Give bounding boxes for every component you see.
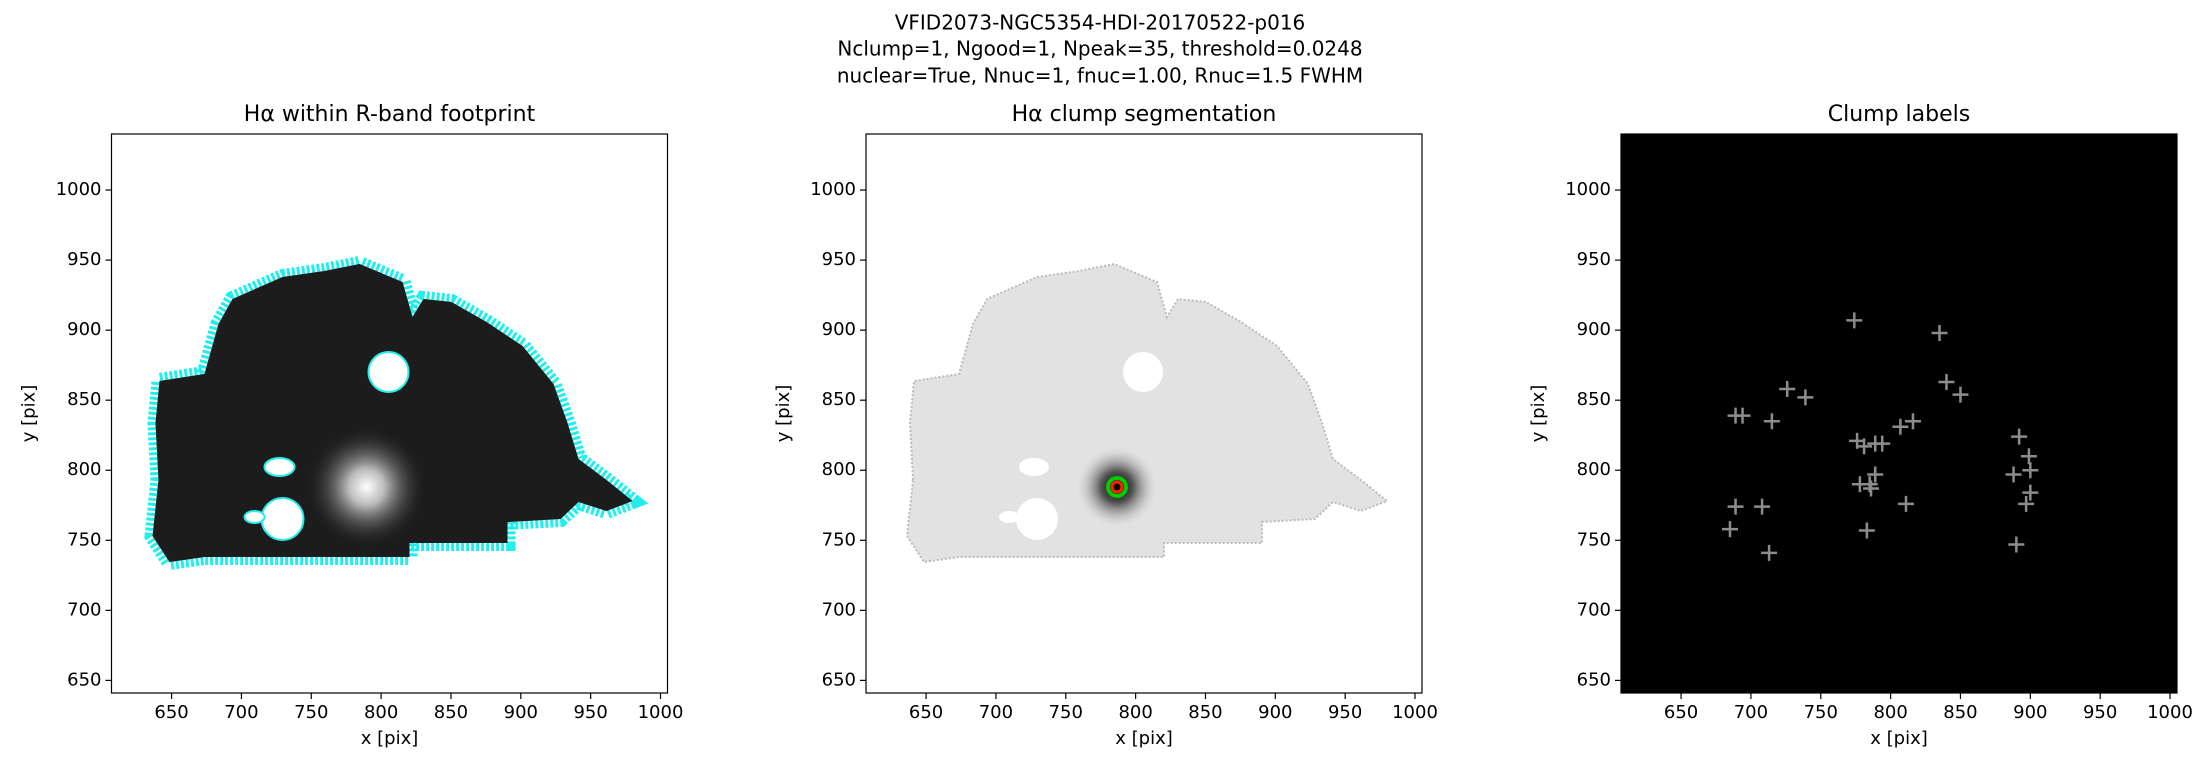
y-axis-label: y [pix] [773, 385, 794, 443]
x-axis-label: x [pix] [361, 728, 419, 749]
peak-marker [1779, 380, 1796, 397]
x-tick-label: 850 [1943, 702, 1977, 723]
x-tick-label: 850 [1188, 702, 1222, 723]
figure-title: nuclear=True, Nnuc=1, fnuc=1.00, Rnuc=1.… [837, 64, 1363, 88]
peak-marker [2005, 466, 2022, 483]
x-tick-label: 750 [294, 702, 328, 723]
x-tick-label: 900 [504, 702, 538, 723]
axes-frame [865, 133, 1423, 694]
x-tick-label: 650 [1664, 702, 1698, 723]
peak-marker [1858, 522, 1875, 539]
y-tick-label: 750 [822, 529, 856, 550]
y-tick-label: 850 [67, 389, 101, 410]
axes-title: Hα clump segmentation [1012, 102, 1277, 127]
y-tick-label: 650 [822, 669, 856, 690]
peak-marker [1727, 498, 1744, 515]
peak-marker [2022, 462, 2039, 479]
x-tick-label: 900 [2013, 702, 2047, 723]
peak-marker [1904, 413, 1921, 430]
axes-frame [110, 133, 669, 694]
peak-marker [1931, 324, 1948, 341]
y-tick-label: 900 [67, 319, 101, 340]
x-tick-label: 950 [2083, 702, 2117, 723]
peak-marker [1754, 498, 1771, 515]
peak-marker [1734, 407, 1751, 424]
x-tick-label: 800 [1873, 702, 1907, 723]
y-tick-label: 700 [67, 599, 101, 620]
peak-marker [1856, 438, 1873, 455]
peak-marker [1846, 312, 1863, 329]
axes-title: Hα within R-band footprint [244, 102, 536, 127]
peak-marker [1952, 386, 1969, 403]
axes-frame [1620, 133, 2178, 694]
y-tick-label: 700 [1577, 599, 1611, 620]
x-tick-label: 900 [1258, 702, 1292, 723]
x-tick-label: 750 [1804, 702, 1838, 723]
x-tick-label: 800 [364, 702, 398, 723]
x-tick-label: 700 [224, 702, 258, 723]
y-tick-label: 900 [822, 319, 856, 340]
peak-marker [1761, 544, 1778, 561]
y-tick-label: 950 [67, 249, 101, 270]
y-tick-label: 900 [1577, 319, 1611, 340]
x-tick-label: 950 [1328, 702, 1362, 723]
y-tick-label: 1000 [810, 179, 856, 200]
x-tick-label: 750 [1049, 702, 1083, 723]
y-axis-label: y [pix] [1528, 385, 1549, 443]
peak-marker [1874, 435, 1891, 452]
x-tick-label: 650 [154, 702, 188, 723]
peak-marker [2011, 428, 2028, 445]
y-tick-label: 850 [1577, 389, 1611, 410]
y-tick-label: 1000 [1565, 179, 1611, 200]
peak-marker [1892, 418, 1909, 435]
peak-marker [1897, 495, 1914, 512]
axes-title: Clump labels [1828, 102, 1970, 127]
y-tick-label: 650 [67, 669, 101, 690]
x-tick-label: 700 [979, 702, 1013, 723]
peak-marker [1863, 480, 1880, 497]
y-tick-label: 800 [67, 459, 101, 480]
x-tick-label: 1000 [1392, 702, 1438, 723]
x-axis-label: x [pix] [1115, 728, 1173, 749]
x-axis-label: x [pix] [1870, 728, 1928, 749]
image-segmentation [906, 263, 1388, 563]
figure-title: VFID2073-NGC5354-HDI-20170522-p016 [895, 11, 1306, 35]
y-tick-label: 650 [1577, 669, 1611, 690]
x-tick-label: 1000 [638, 702, 684, 723]
peak-marker [2018, 495, 2035, 512]
y-tick-label: 750 [1577, 529, 1611, 550]
y-tick-label: 800 [1577, 459, 1611, 480]
plot-background [1621, 134, 2177, 693]
y-tick-label: 700 [822, 599, 856, 620]
y-tick-label: 850 [822, 389, 856, 410]
y-tick-label: 800 [822, 459, 856, 480]
peak-marker [2020, 448, 2037, 465]
peak-marker [1851, 476, 1868, 493]
figure-title: Nclump=1, Ngood=1, Npeak=35, threshold=0… [837, 37, 1362, 61]
y-tick-label: 750 [67, 529, 101, 550]
x-tick-label: 1000 [2147, 702, 2193, 723]
y-tick-label: 950 [1577, 249, 1611, 270]
x-tick-label: 950 [573, 702, 607, 723]
x-tick-label: 850 [434, 702, 468, 723]
peak-marker [2022, 484, 2039, 501]
peak-marker [1763, 413, 1780, 430]
y-tick-label: 1000 [56, 179, 102, 200]
peak-marker [1867, 466, 1884, 483]
y-tick-label: 950 [822, 249, 856, 270]
y-axis-label: y [pix] [19, 385, 40, 443]
x-tick-label: 700 [1734, 702, 1768, 723]
peak-marker [2008, 536, 2025, 553]
x-tick-label: 800 [1118, 702, 1152, 723]
image-halpha [153, 264, 633, 562]
peak-marker [1721, 521, 1738, 538]
x-tick-label: 650 [909, 702, 943, 723]
peak-marker [1938, 373, 1955, 390]
peak-marker [1797, 389, 1814, 406]
